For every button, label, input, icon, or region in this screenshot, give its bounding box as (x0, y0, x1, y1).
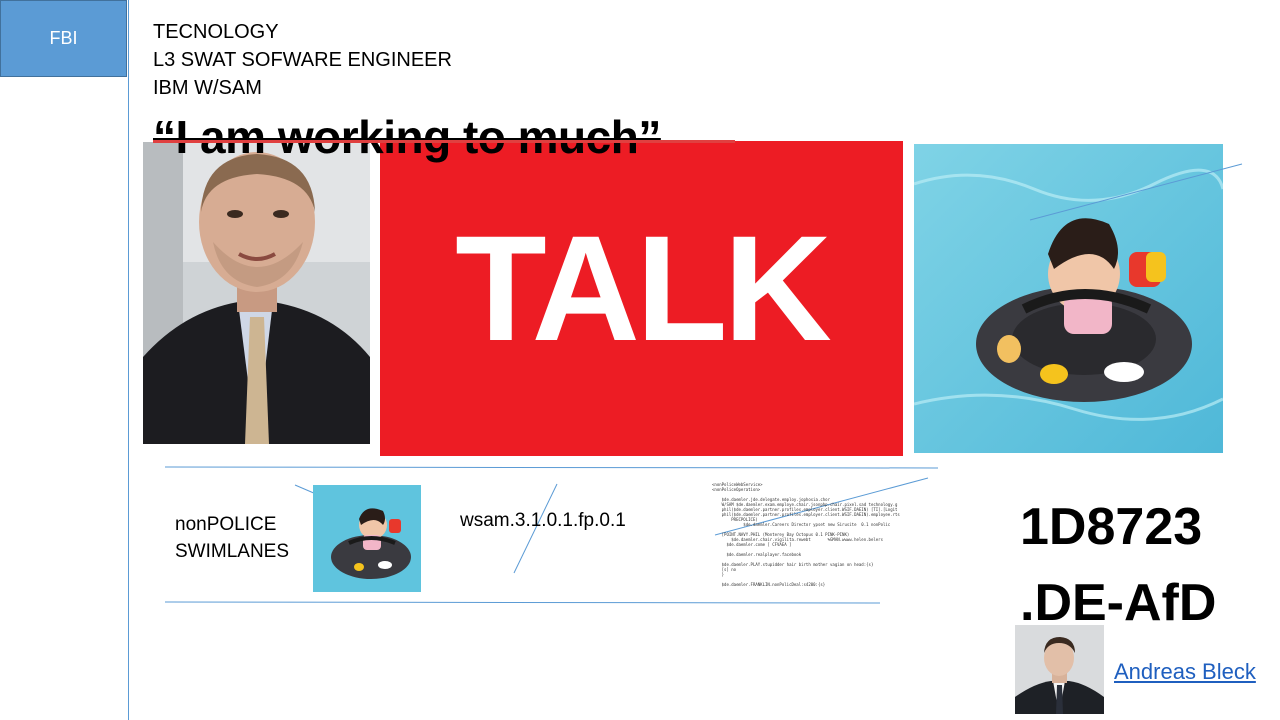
version-string: wsam.3.1.0.1.fp.0.1 (460, 510, 626, 531)
quote-strike-line (153, 140, 735, 143)
andreas-portrait-photo (1015, 625, 1104, 714)
talk-banner-text: TALK (455, 204, 832, 372)
identifier-line2: .DE-AfD (1020, 574, 1217, 632)
swimlanes-line1: nonPOLICE (175, 514, 277, 535)
code-snippet: <nonPoliceWebService> <nonPoliceOperatio… (712, 482, 900, 587)
child-pool-thumbnail (313, 485, 421, 592)
identifier-line1: 1D8723 (1020, 498, 1203, 556)
child-pool-photo (914, 144, 1223, 453)
header-line-company: IBM W/SAM (153, 77, 262, 99)
vertical-divider (128, 0, 129, 720)
swimlanes-line2: SWIMLANES (175, 541, 290, 562)
fbi-box: FBI (0, 0, 127, 77)
struck-quote: “I am working to much” (153, 111, 661, 163)
swimlanes-label: nonPOLICE SWIMLANES (175, 511, 289, 565)
fbi-label: FBI (49, 28, 78, 48)
talk-banner: TALK (380, 141, 903, 456)
header-text-block: TECNOLOGY L3 SWAT SOFWARE ENGINEER IBM W… (153, 18, 452, 102)
header-line-role: L3 SWAT SOFWARE ENGINEER (153, 49, 452, 71)
andreas-bleck-link[interactable]: Andreas Bleck (1114, 659, 1256, 684)
header-line-technology: TECNOLOGY (153, 21, 279, 43)
man-portrait-photo (143, 142, 370, 444)
identifier-block: 1D8723 .DE-AfD (1020, 489, 1216, 641)
